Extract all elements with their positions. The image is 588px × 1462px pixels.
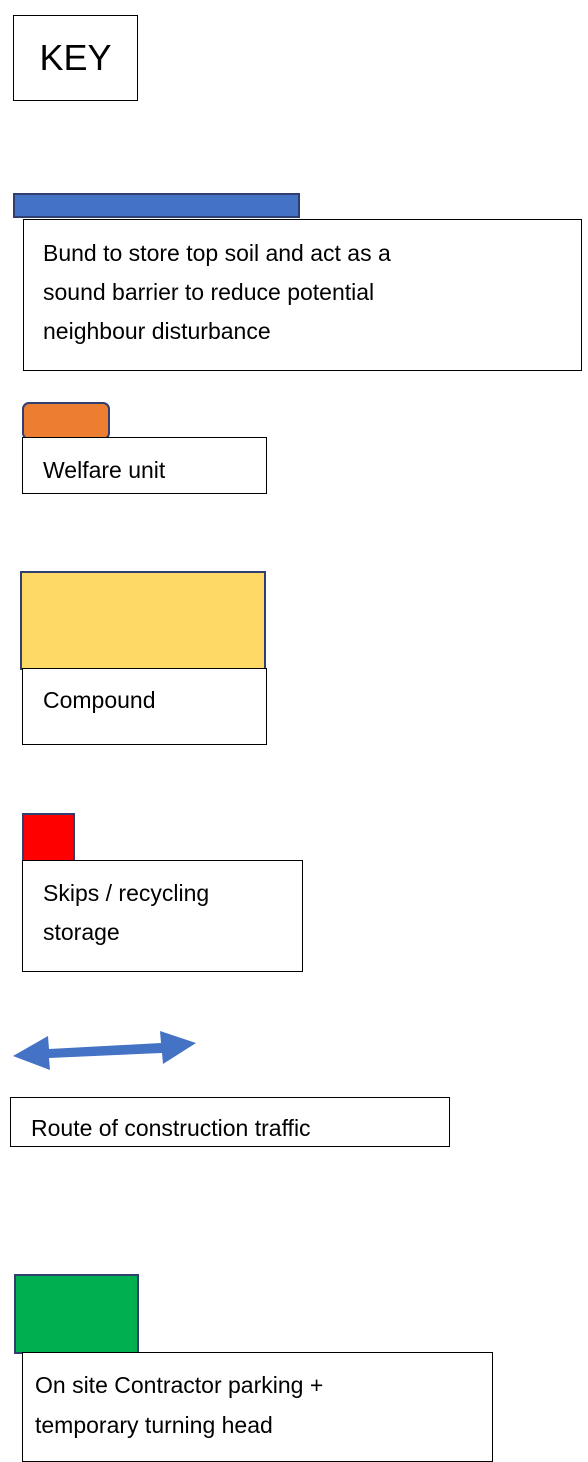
label-line: On site Contractor parking +: [35, 1372, 324, 1398]
swatch: [22, 813, 75, 862]
label-box: [22, 1352, 493, 1462]
label-line: temporary turning head: [35, 1412, 273, 1438]
swatch: [20, 571, 266, 670]
label-line: Welfare unit: [43, 457, 166, 483]
label-line: Route of construction traffic: [31, 1115, 311, 1141]
double-arrow: [13, 1031, 196, 1070]
label-line: neighbour disturbance: [43, 318, 271, 344]
label-line: storage: [43, 919, 120, 945]
swatch: [14, 1274, 139, 1354]
label-box: [22, 437, 267, 494]
label-box: [22, 668, 267, 745]
label-line: Skips / recycling: [43, 880, 210, 906]
label-line: sound barrier to reduce potential: [43, 279, 375, 305]
label-box: [22, 860, 303, 972]
swatch: [22, 402, 110, 440]
arrow-icon: [13, 1031, 196, 1070]
label-line: Bund to store top soil and act as a: [43, 240, 391, 266]
label-box: [10, 1097, 450, 1147]
label-box: [23, 219, 582, 371]
key-title: KEY: [13, 15, 138, 101]
label-line: Compound: [43, 687, 156, 713]
swatch: [13, 193, 300, 218]
